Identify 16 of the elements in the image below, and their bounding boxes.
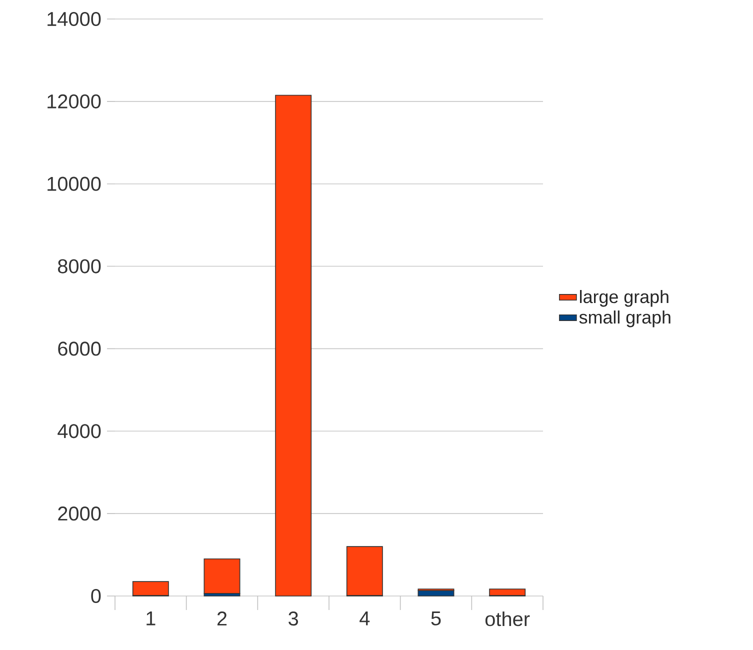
y-tick-label: 10000 [48, 176, 101, 191]
x-tick-label: 5 [431, 612, 441, 626]
y-tick-label: 6000 [58, 342, 101, 356]
y-tick-label: 4000 [58, 424, 101, 438]
x-tick-label: 3 [288, 612, 298, 626]
y-tick-label: 2000 [58, 506, 101, 521]
legend-label: small graph [579, 310, 670, 328]
x-tick-label: other [485, 612, 530, 626]
y-tick-label: 0 [91, 588, 101, 604]
legend-label: large graph [580, 290, 668, 307]
y-tick-label: 14000 [48, 12, 101, 26]
x-tick-label: 2 [217, 612, 227, 626]
x-tick-label: 1 [146, 612, 156, 626]
y-tick-label: 8000 [58, 259, 101, 274]
x-tick-label: 4 [360, 612, 370, 626]
y-tick-label: 12000 [48, 94, 101, 108]
